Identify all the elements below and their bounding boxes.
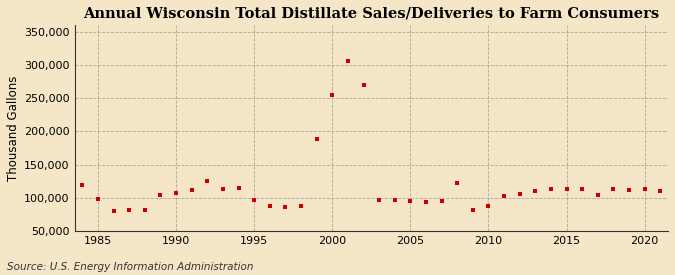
Point — [249, 198, 260, 202]
Point — [155, 193, 166, 197]
Point — [342, 59, 353, 64]
Point — [530, 189, 541, 194]
Point — [108, 209, 119, 213]
Point — [217, 187, 228, 191]
Point — [639, 187, 650, 191]
Point — [655, 189, 666, 194]
Point — [436, 199, 447, 204]
Point — [327, 93, 338, 97]
Point — [296, 204, 306, 208]
Point — [593, 192, 603, 197]
Y-axis label: Thousand Gallons: Thousand Gallons — [7, 75, 20, 181]
Point — [405, 199, 416, 204]
Point — [358, 82, 369, 87]
Point — [202, 179, 213, 183]
Point — [374, 198, 385, 202]
Point — [452, 181, 462, 185]
Point — [499, 194, 510, 198]
Point — [624, 188, 634, 192]
Point — [608, 187, 619, 191]
Point — [280, 204, 291, 209]
Point — [311, 137, 322, 142]
Point — [468, 208, 479, 212]
Point — [561, 187, 572, 191]
Point — [576, 186, 587, 191]
Point — [421, 200, 431, 204]
Point — [140, 208, 151, 212]
Point — [265, 204, 275, 208]
Point — [186, 188, 197, 192]
Title: Annual Wisconsin Total Distillate Sales/Deliveries to Farm Consumers: Annual Wisconsin Total Distillate Sales/… — [83, 7, 659, 21]
Point — [545, 187, 556, 191]
Point — [483, 204, 494, 208]
Point — [389, 198, 400, 202]
Point — [233, 186, 244, 190]
Text: Source: U.S. Energy Information Administration: Source: U.S. Energy Information Administ… — [7, 262, 253, 272]
Point — [77, 182, 88, 187]
Point — [171, 190, 182, 195]
Point — [514, 192, 525, 196]
Point — [124, 208, 134, 212]
Point — [92, 197, 103, 202]
